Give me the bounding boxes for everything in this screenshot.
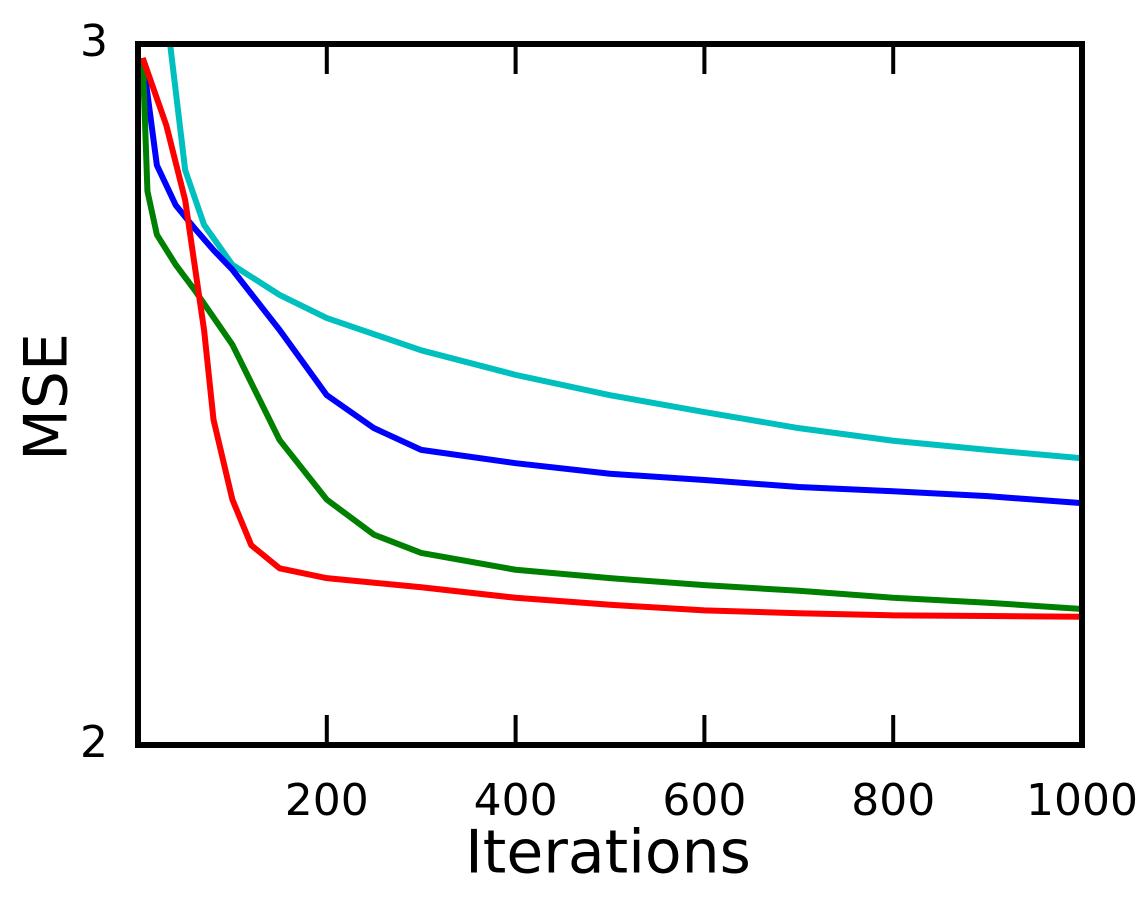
x-tick-label: 1000 bbox=[1026, 775, 1138, 826]
plot-frame bbox=[135, 41, 1085, 748]
x-tick-label: 600 bbox=[662, 775, 746, 826]
line bbox=[139, 57, 1082, 620]
y-tick-label: 2 bbox=[80, 717, 108, 768]
line bbox=[139, 57, 1082, 612]
x-tick-label: 800 bbox=[851, 775, 935, 826]
x-axis-label: Iterations bbox=[465, 818, 751, 888]
y-axis-label: MSE bbox=[12, 333, 82, 461]
x-tick-label: 200 bbox=[285, 775, 369, 826]
x-tick-label: 400 bbox=[474, 775, 558, 826]
line bbox=[167, 44, 1082, 462]
y-tick-label: 3 bbox=[80, 16, 108, 67]
line bbox=[139, 57, 1082, 507]
